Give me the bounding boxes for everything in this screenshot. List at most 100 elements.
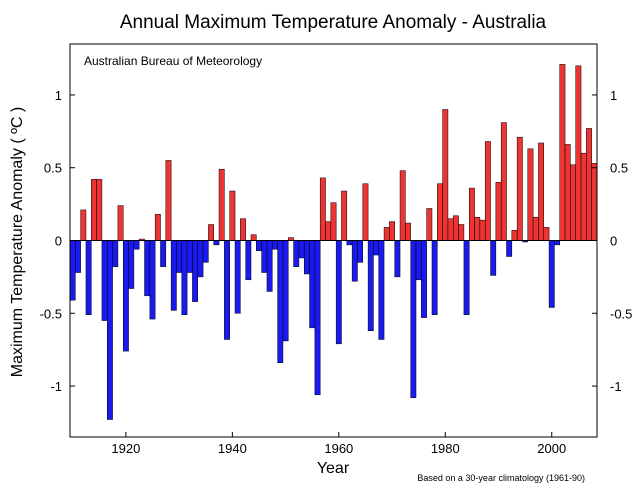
bar-1994 xyxy=(516,136,523,241)
bar-2003 xyxy=(564,144,571,241)
bar-1974 xyxy=(410,240,417,398)
y-axis-label: Maximum Temperature Anomaly ( ºC ) xyxy=(9,107,26,378)
y-tick-label-right: 0.5 xyxy=(610,161,628,176)
bar-1988 xyxy=(484,141,491,241)
bar-1916 xyxy=(101,240,108,321)
bar-1964 xyxy=(357,240,364,263)
bar-1960 xyxy=(335,240,342,345)
x-tick-label: 1960 xyxy=(324,441,353,456)
bar-2000 xyxy=(548,240,555,308)
x-tick-label: 1920 xyxy=(111,441,140,456)
bar-1933 xyxy=(192,240,198,302)
bar-1972 xyxy=(399,170,406,241)
bar-1962 xyxy=(346,240,353,246)
bar-1931 xyxy=(181,240,188,315)
bar-1936 xyxy=(208,224,214,241)
y-tick-label-right: 1 xyxy=(610,88,617,103)
y-tick-label-left: 0 xyxy=(55,234,62,249)
bar-1969 xyxy=(383,227,390,241)
bar-1938 xyxy=(218,168,225,241)
y-tick-label-right: -0.5 xyxy=(610,306,632,321)
bar-1992 xyxy=(506,240,513,257)
bar-1959 xyxy=(330,202,337,241)
bar-1934 xyxy=(197,240,204,278)
bar-1940 xyxy=(229,190,236,241)
bar-1952 xyxy=(293,240,300,267)
x-axis-label: Year xyxy=(317,460,350,477)
bar-1924 xyxy=(144,240,151,297)
bar-1949 xyxy=(277,240,284,364)
bar-1921 xyxy=(128,240,135,289)
bar-1915 xyxy=(96,179,103,241)
bar-1958 xyxy=(325,221,332,241)
bar-1991 xyxy=(500,122,507,241)
y-tick-label-left: -1 xyxy=(50,379,62,394)
y-tick-label-left: 1 xyxy=(55,88,62,103)
bar-1986 xyxy=(474,216,481,241)
bar-1926 xyxy=(154,214,161,241)
bar-1954 xyxy=(303,240,310,275)
bar-1935 xyxy=(202,240,209,263)
bar-1919 xyxy=(117,205,124,241)
bar-2002 xyxy=(559,64,566,241)
bar-1985 xyxy=(468,187,475,241)
bar-2004 xyxy=(570,164,576,241)
bar-1968 xyxy=(378,240,385,340)
bar-1953 xyxy=(298,240,305,259)
bar-1929 xyxy=(170,240,177,311)
bar-1977 xyxy=(426,208,433,241)
chart-title: Annual Maximum Temperature Anomaly - Aus… xyxy=(120,12,547,33)
bar-1973 xyxy=(405,222,411,241)
bar-1946 xyxy=(261,240,268,273)
bar-1932 xyxy=(186,240,193,273)
bar-1981 xyxy=(447,218,454,241)
bar-1998 xyxy=(538,142,545,241)
bar-1942 xyxy=(240,218,246,241)
bar-1983 xyxy=(458,224,465,241)
bar-1971 xyxy=(394,240,401,278)
bar-series xyxy=(69,64,598,420)
bar-1910 xyxy=(69,240,76,301)
bar-1943 xyxy=(245,240,252,281)
bar-1976 xyxy=(421,240,427,318)
bar-1911 xyxy=(75,240,81,273)
bar-1945 xyxy=(256,240,262,251)
x-tick-label: 2000 xyxy=(537,441,566,456)
bar-1925 xyxy=(149,240,156,320)
bar-1963 xyxy=(351,240,358,282)
y-tick-label-left: -0.5 xyxy=(40,306,62,321)
bar-2008 xyxy=(591,163,598,241)
x-tick-label: 1940 xyxy=(218,441,247,456)
bar-1970 xyxy=(389,221,395,241)
bar-1956 xyxy=(314,240,321,396)
x-tick-label: 1980 xyxy=(431,441,460,456)
bar-1950 xyxy=(282,240,289,342)
bar-1939 xyxy=(224,240,230,340)
bar-1984 xyxy=(463,240,470,315)
bar-1922 xyxy=(133,240,140,250)
bar-1917 xyxy=(107,240,113,420)
bar-1996 xyxy=(527,148,534,241)
y-tick-label-right: 0 xyxy=(610,234,617,249)
bar-1928 xyxy=(165,160,172,241)
bar-1987 xyxy=(479,219,486,241)
bar-1989 xyxy=(490,240,497,276)
axis-ticks: -1 -1 -0.5 -0.5 0 0 0.5 0.5 1 1 1920 1940 1960 1980 20… xyxy=(40,88,633,456)
bar-1920 xyxy=(122,240,129,352)
y-tick-label-right: -1 xyxy=(610,379,622,394)
bar-2005 xyxy=(575,65,582,241)
bar-1961 xyxy=(341,190,348,241)
bar-1975 xyxy=(415,240,422,281)
bar-1948 xyxy=(272,240,278,250)
bar-1979 xyxy=(437,183,443,241)
footnote: Based on a 30-year climatology (1961-90) xyxy=(417,473,585,483)
bar-2007 xyxy=(586,128,592,241)
bar-1947 xyxy=(266,240,273,292)
bar-1990 xyxy=(495,182,502,241)
bar-1913 xyxy=(85,240,92,315)
bar-1927 xyxy=(160,240,167,267)
bar-1980 xyxy=(442,109,449,241)
bar-1957 xyxy=(319,177,326,241)
inset-label: Australian Bureau of Meteorology xyxy=(84,54,262,68)
